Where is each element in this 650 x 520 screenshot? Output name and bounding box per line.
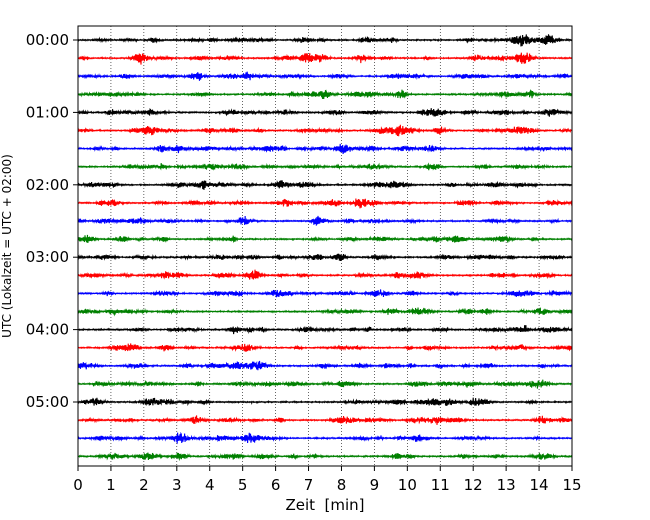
y-axis-label: UTC (Lokalzeit = UTC + 02:00) [0, 154, 14, 338]
seismogram-trace [77, 34, 573, 47]
seismogram-trace [77, 198, 573, 209]
vertical-grid [110, 26, 540, 466]
x-tick-label: 1 [106, 476, 116, 494]
x-tick-label: 8 [337, 476, 347, 494]
x-tick-label: 10 [398, 476, 417, 494]
seismogram-trace [77, 452, 573, 462]
y-tick-label: 00:00 [26, 31, 69, 49]
x-tick-label: 5 [238, 476, 248, 494]
seismogram-trace [77, 269, 573, 280]
y-tick-label: 02:00 [26, 176, 69, 194]
x-tick-label: 9 [370, 476, 380, 494]
seismogram-trace [77, 253, 573, 262]
x-tick-label: 2 [139, 476, 149, 494]
seismogram-trace [77, 143, 573, 154]
x-tick-label: 15 [562, 476, 581, 494]
y-tick-label: 05:00 [26, 393, 69, 411]
seismogram-trace [77, 124, 573, 137]
x-tick-label: 6 [271, 476, 281, 494]
seismogram-trace [77, 289, 573, 298]
traces [77, 34, 573, 462]
x-tick-label: 13 [497, 476, 516, 494]
seismogram-trace [77, 415, 573, 425]
seismogram-trace [77, 234, 573, 244]
x-axis-label: Zeit [min] [285, 496, 364, 514]
seismogram-trace [77, 162, 573, 171]
seismogram-trace [77, 343, 573, 352]
seismogram-trace [77, 307, 573, 317]
x-tick-label: 14 [530, 476, 549, 494]
plot-background [78, 26, 572, 466]
y-axis: 00:00 01:00 02:00 03:00 04:00 05:00 [26, 31, 78, 411]
x-tick-label: 11 [431, 476, 450, 494]
seismogram-trace [77, 397, 573, 407]
seismogram-trace [77, 88, 573, 99]
seismogram-trace [77, 71, 573, 81]
x-tick-label: 4 [205, 476, 215, 494]
seismogram-trace [77, 431, 573, 445]
x-tick-label: 3 [172, 476, 182, 494]
y-tick-label: 01:00 [26, 103, 69, 121]
x-tick-label: 0 [73, 476, 83, 494]
seismogram-trace [77, 215, 573, 226]
seismogram-trace [77, 360, 573, 371]
seismogram-trace [77, 108, 573, 117]
seismogram-trace [77, 379, 573, 389]
plot-frame [77, 25, 573, 467]
seismogram-trace [77, 180, 573, 190]
x-tick-label: 7 [304, 476, 314, 494]
y-tick-label: 03:00 [26, 248, 69, 266]
seismogram-trace [77, 325, 573, 335]
seismogram-trace [77, 52, 573, 65]
x-tick-label: 12 [464, 476, 483, 494]
x-axis: 0 1 2 3 4 5 6 7 8 9 10 11 12 13 14 15 [73, 466, 582, 494]
y-tick-label: 04:00 [26, 321, 69, 339]
